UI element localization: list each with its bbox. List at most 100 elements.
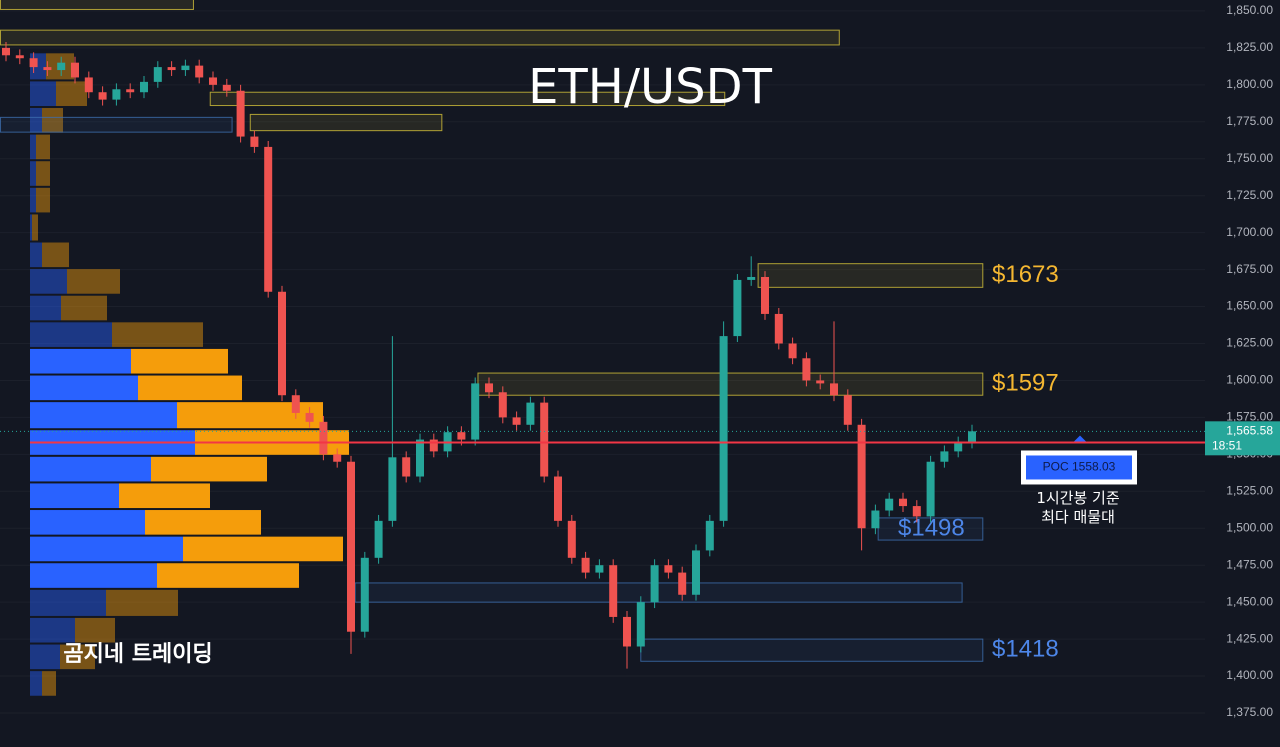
zone — [0, 116, 233, 133]
candle-body — [733, 279, 742, 337]
profile-up — [30, 242, 42, 268]
profile-down — [138, 375, 242, 401]
y-tick-label: 1,650.00 — [1226, 299, 1273, 313]
candle-body — [540, 402, 549, 477]
candle-body — [857, 424, 866, 529]
candle-body — [388, 457, 397, 521]
candle-body — [609, 565, 618, 617]
current-price-label: 1,565.58 — [1226, 423, 1273, 437]
candle-body — [333, 454, 342, 462]
candle-body — [222, 84, 231, 91]
profile-up — [30, 589, 106, 616]
candle-body — [195, 65, 204, 78]
profile-down — [75, 617, 115, 643]
candle-body — [140, 81, 148, 93]
profile-down — [36, 134, 50, 160]
candle-body — [595, 565, 604, 573]
candle-body — [567, 520, 576, 558]
profile-up — [30, 671, 42, 696]
candle-body — [940, 451, 949, 462]
profile-down — [60, 644, 95, 670]
candle-body — [153, 67, 162, 82]
candle-body — [692, 550, 700, 595]
profile-up — [30, 402, 177, 429]
y-tick-label: 1,800.00 — [1226, 77, 1273, 91]
profile-down — [36, 187, 50, 213]
profile-up — [30, 536, 183, 562]
y-tick-label: 1,425.00 — [1226, 631, 1273, 645]
candle-body — [761, 276, 769, 314]
profile-up — [30, 510, 145, 535]
profile-up — [30, 295, 61, 321]
candle-body — [830, 383, 838, 396]
candle-body — [788, 343, 797, 359]
profile-down — [42, 108, 63, 133]
candle-body — [526, 402, 535, 425]
candle-body — [181, 65, 190, 71]
candle-body — [954, 442, 963, 452]
candle-body — [650, 565, 659, 603]
candle-body — [57, 62, 66, 71]
profile-down — [145, 510, 261, 535]
candle-body — [899, 498, 907, 507]
candle-body — [347, 461, 355, 632]
poc-label: POC 1558.03 — [1043, 460, 1116, 474]
y-tick-label: 1,750.00 — [1226, 151, 1273, 165]
y-tick-label: 1,775.00 — [1226, 114, 1273, 128]
y-tick-label: 1,375.00 — [1226, 705, 1273, 719]
profile-up — [30, 187, 36, 213]
profile-up — [30, 214, 32, 241]
candle-body — [802, 358, 811, 381]
candle-body — [457, 432, 466, 440]
profile-up — [30, 617, 75, 643]
watermark: 곰지네 트레이딩 — [63, 642, 212, 667]
y-tick-label: 1,825.00 — [1226, 40, 1273, 54]
price-axis — [1205, 0, 1280, 747]
y-tick-label: 1,625.00 — [1226, 336, 1273, 350]
candle-body — [236, 90, 245, 137]
candle-body — [912, 506, 921, 517]
candle-body — [291, 395, 300, 413]
zone — [354, 582, 963, 603]
candle-body — [126, 89, 135, 93]
candle-body — [2, 47, 10, 56]
profile-down — [177, 402, 323, 429]
profile-down — [112, 322, 203, 347]
zone-label: $1418 — [992, 636, 1059, 663]
zone-label: $1597 — [992, 369, 1059, 396]
profile-down — [151, 456, 267, 482]
candle-body — [43, 67, 52, 71]
y-tick-label: 1,700.00 — [1226, 225, 1273, 239]
candle-body — [15, 55, 24, 59]
profile-up — [30, 81, 56, 107]
candle-body — [816, 380, 825, 384]
candle-body — [581, 557, 590, 573]
candle-body — [554, 476, 562, 521]
poc-box — [1026, 455, 1132, 480]
zone-label: $1673 — [992, 261, 1059, 288]
candle-body — [843, 395, 852, 425]
profile-up — [30, 134, 36, 160]
profile-up — [30, 456, 151, 482]
candle-body — [498, 392, 507, 418]
zone — [209, 91, 726, 107]
candle-body — [209, 77, 217, 85]
y-tick-label: 1,725.00 — [1226, 188, 1273, 202]
profile-up — [30, 161, 36, 186]
candle-body — [885, 498, 894, 511]
candle-body — [278, 291, 286, 396]
profile-down — [42, 242, 69, 268]
zone — [757, 263, 984, 288]
candle-body — [747, 276, 756, 280]
candle-body — [319, 421, 328, 455]
candle-body — [374, 520, 383, 558]
candle-body — [705, 520, 714, 551]
y-tick-label: 1,575.00 — [1226, 410, 1273, 424]
profile-down — [42, 671, 56, 696]
candle-body — [471, 383, 480, 440]
candle-body — [84, 77, 93, 93]
profile-up — [30, 375, 138, 401]
profile-down — [61, 295, 107, 321]
candle-body — [402, 457, 411, 477]
